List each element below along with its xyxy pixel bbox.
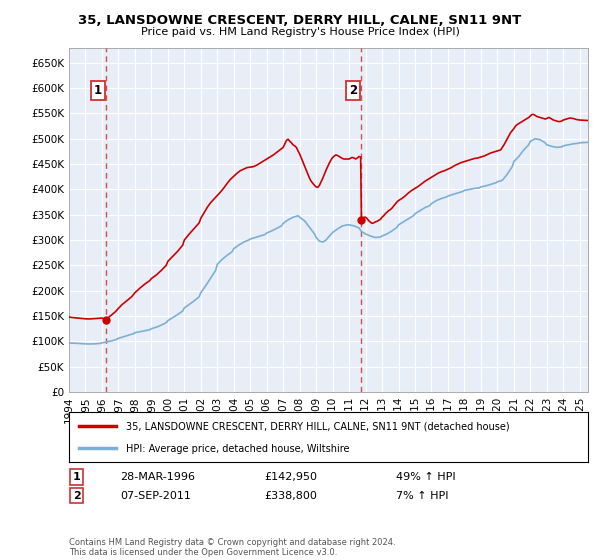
Text: £142,950: £142,950 — [264, 472, 317, 482]
Text: Contains HM Land Registry data © Crown copyright and database right 2024.
This d: Contains HM Land Registry data © Crown c… — [69, 538, 395, 557]
Text: 49% ↑ HPI: 49% ↑ HPI — [396, 472, 455, 482]
Text: 07-SEP-2011: 07-SEP-2011 — [120, 491, 191, 501]
Text: 7% ↑ HPI: 7% ↑ HPI — [396, 491, 449, 501]
Text: 2: 2 — [349, 84, 357, 97]
Text: 1: 1 — [94, 84, 102, 97]
Text: 2: 2 — [73, 491, 80, 501]
Text: 28-MAR-1996: 28-MAR-1996 — [120, 472, 195, 482]
Text: 1: 1 — [73, 472, 80, 482]
Text: HPI: Average price, detached house, Wiltshire: HPI: Average price, detached house, Wilt… — [126, 444, 350, 454]
Text: £338,800: £338,800 — [264, 491, 317, 501]
Text: Price paid vs. HM Land Registry's House Price Index (HPI): Price paid vs. HM Land Registry's House … — [140, 27, 460, 37]
Text: 35, LANSDOWNE CRESCENT, DERRY HILL, CALNE, SN11 9NT (detached house): 35, LANSDOWNE CRESCENT, DERRY HILL, CALN… — [126, 422, 510, 432]
Text: 35, LANSDOWNE CRESCENT, DERRY HILL, CALNE, SN11 9NT: 35, LANSDOWNE CRESCENT, DERRY HILL, CALN… — [79, 14, 521, 27]
